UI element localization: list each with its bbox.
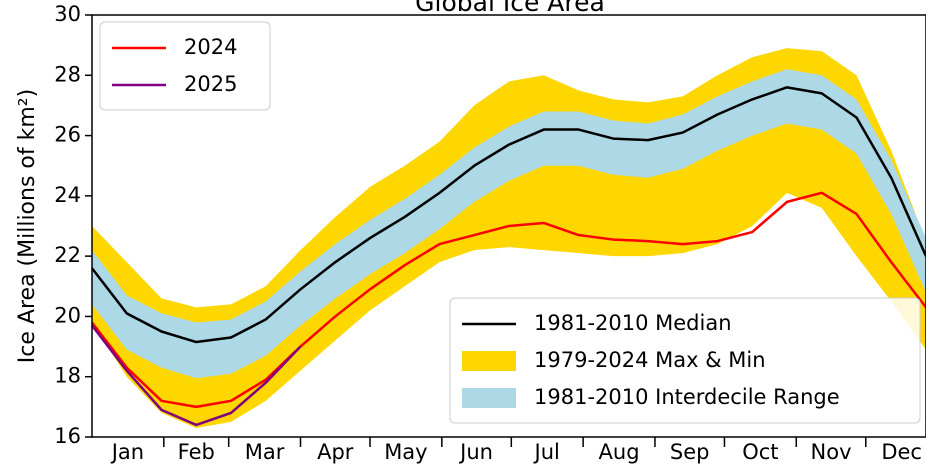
y-tick-label: 26 (54, 123, 81, 147)
x-tick-label: Jun (458, 440, 493, 464)
chart-title: Global Ice Area (415, 0, 605, 17)
x-tick-label: Nov (811, 440, 852, 464)
series-line (91, 86, 926, 344)
legend-label: 2024 (184, 35, 237, 59)
y-tick-label: 24 (54, 183, 81, 207)
x-tick-label: May (384, 440, 427, 464)
y-tick-label: 28 (54, 62, 81, 86)
axes-frame (91, 14, 926, 438)
band (92, 69, 926, 379)
x-tick-label: Mar (245, 440, 285, 464)
legend-label: 1981-2010 Median (534, 311, 732, 335)
legend-label: 2025 (184, 72, 237, 96)
x-tick-label: Jan (110, 440, 144, 464)
x-tick-label: Aug (599, 440, 640, 464)
y-tick-label: 18 (54, 364, 81, 388)
legend-label: 1981-2010 Interdecile Range (534, 385, 840, 409)
x-tick-label: Apr (317, 440, 354, 464)
legend-swatch (462, 388, 516, 408)
legend-box (99, 21, 271, 111)
x-tick-label: Dec (881, 440, 922, 464)
x-tick-label: Feb (178, 440, 215, 464)
y-tick-label: 22 (54, 243, 81, 267)
y-tick-label: 30 (54, 2, 81, 26)
series-line (91, 324, 302, 427)
legend-box (449, 297, 921, 424)
y-axis-label: Ice Area (Millions of km²) (15, 89, 40, 363)
plot-area (91, 48, 926, 428)
legend-label: 1979-2024 Max & Min (534, 348, 766, 372)
series-line (91, 191, 926, 409)
x-tick-label: Sep (670, 440, 710, 464)
y-tick-label: 20 (54, 303, 81, 327)
x-tick-label: Jul (533, 440, 560, 464)
y-tick-label: 16 (54, 424, 81, 448)
legend-swatch (462, 351, 516, 371)
x-tick-label: Oct (742, 440, 778, 464)
